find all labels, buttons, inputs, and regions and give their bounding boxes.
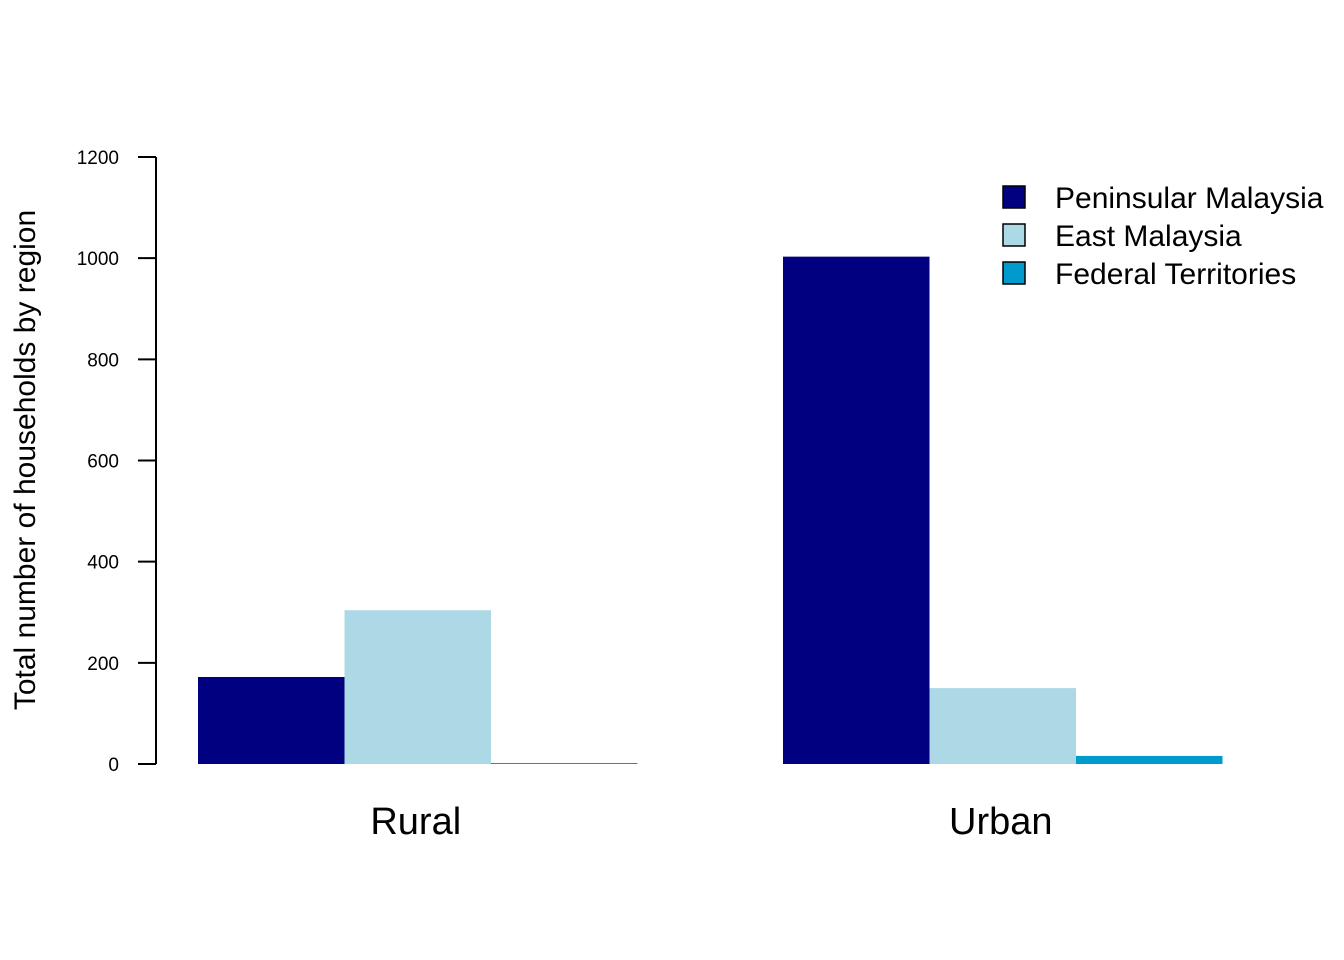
y-axis-title: Total number of households by region xyxy=(9,210,42,710)
y-ticks: 0 200 400 600 800 1000 1200 xyxy=(77,148,156,776)
y-tick-label: 0 xyxy=(108,755,119,776)
bar-urban-east-malaysia xyxy=(929,688,1076,764)
y-tick-label: 200 xyxy=(87,654,119,675)
category-label-urban: Urban xyxy=(949,801,1053,843)
y-tick-label: 1000 xyxy=(77,249,119,270)
legend-label-federal-territories: Federal Territories xyxy=(1055,258,1296,291)
bar-rural-federal-territories xyxy=(491,762,638,764)
bar-urban-federal-territories xyxy=(1076,755,1223,764)
legend-swatch-federal-territories xyxy=(1002,261,1026,285)
legend-swatch-east-malaysia xyxy=(1002,223,1026,247)
category-labels: Rural Urban xyxy=(370,801,1052,843)
y-tick-label: 800 xyxy=(87,350,119,371)
y-tick-label: 400 xyxy=(87,553,119,574)
bar-rural-east-malaysia xyxy=(344,610,491,764)
y-tick-label: 600 xyxy=(87,452,119,473)
y-tick-label: 1200 xyxy=(77,148,119,169)
category-label-rural: Rural xyxy=(370,801,461,843)
y-axis: 0 200 400 600 800 1000 1200 xyxy=(77,148,157,776)
legend-label-peninsular-malaysia: Peninsular Malaysia xyxy=(1055,182,1324,215)
legend: Peninsular Malaysia East Malaysia Federal … xyxy=(1002,182,1324,291)
legend-label-east-malaysia: East Malaysia xyxy=(1055,220,1242,253)
legend-swatch-peninsular-malaysia xyxy=(1002,185,1026,209)
bar-urban-peninsular-malaysia xyxy=(783,256,930,764)
bars xyxy=(198,256,1223,764)
bar-rural-peninsular-malaysia xyxy=(198,676,345,764)
